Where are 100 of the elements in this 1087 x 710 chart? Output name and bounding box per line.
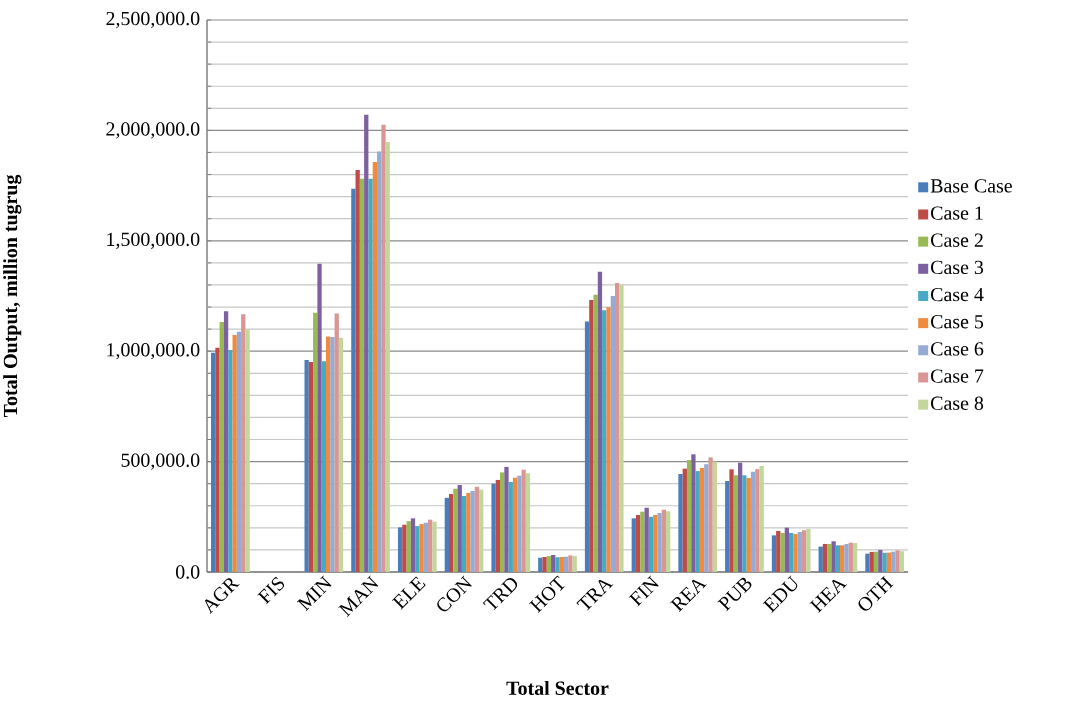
bar [712,461,718,572]
bar [551,555,556,572]
bar [750,471,756,572]
x-tick-label: REA [670,579,707,613]
bar [593,294,598,572]
bar [546,556,552,572]
bar [827,543,832,572]
bar [589,299,594,572]
bar [818,546,823,572]
bar [245,329,250,572]
bar [699,468,705,572]
legend-label: Base Case [930,179,1012,193]
y-tick-label: 1,500,000.0 [107,232,200,249]
x-tick-label: HEA [809,579,848,613]
bar [797,532,802,572]
bar [525,473,531,572]
legend-label: Case 1 [931,206,983,220]
bar [568,555,573,572]
y-tick-label: 1,000,000.0 [107,343,200,360]
x-tick-label: TRD [482,578,518,611]
legend-label: Case 5 [931,315,984,329]
legend-label: Case 8 [931,396,984,410]
bar [661,509,667,572]
bar [831,541,836,572]
bar [457,485,462,572]
bar [729,469,734,572]
bar [364,114,369,572]
bar [538,557,543,572]
x-tick-label: TRA [576,579,614,611]
bar [423,522,429,572]
legend-label: Case 2 [931,233,983,247]
bar [648,516,654,572]
bar [479,489,484,572]
bar [666,511,671,572]
bar [840,545,845,572]
bar [806,528,811,572]
bar [304,360,309,572]
bar [325,336,331,572]
bar [584,321,590,572]
bar [491,483,496,572]
bar [448,494,454,572]
legend-label: Case 4 [931,287,984,302]
bar [635,515,641,572]
bar [691,454,696,572]
bar [640,511,645,572]
bar [461,496,467,572]
y-axis-title: Total Output, million tugrug [3,174,22,418]
bar [572,556,577,572]
bar [466,492,471,572]
bar [402,524,407,572]
bar [682,468,687,572]
bar [737,462,743,572]
bar [470,490,475,572]
bar [308,362,314,572]
bar [852,543,858,572]
bar [232,335,237,572]
bar [895,550,900,572]
bar [822,543,828,572]
bar [338,337,344,572]
bar [771,535,777,572]
bar [869,551,874,572]
bar [776,530,781,572]
bar [241,314,246,572]
bar [215,347,220,572]
bar [542,556,547,572]
bar [878,549,883,572]
bar [657,513,662,572]
bar [410,518,416,572]
bar [504,466,509,572]
bar [844,543,849,572]
bar [372,161,378,572]
bar [695,471,700,572]
bar [725,481,730,572]
bar [597,271,603,572]
bar [377,151,382,572]
bar [882,552,887,572]
bar [228,350,233,572]
legend-label: Case 3 [931,260,984,275]
bar [891,551,896,572]
bar [793,534,798,572]
x-tick-label: FIS [257,576,285,605]
bar [397,527,403,572]
bar [606,307,611,572]
x-tick-label: FIN [628,575,659,607]
bar [512,477,518,572]
bar [555,557,560,572]
bar [313,312,318,572]
legend-label: Case 6 [931,342,984,356]
y-tick-label: 2,000,000.0 [106,122,200,139]
bar [474,486,480,572]
bar [559,556,564,572]
bar [419,524,424,572]
bar [432,521,437,572]
bar [355,169,360,572]
bar [865,553,870,572]
bar [223,311,229,572]
bar [631,518,636,572]
bar [334,313,339,572]
bar [428,519,433,572]
x-axis-title: Total Sector [506,680,609,695]
